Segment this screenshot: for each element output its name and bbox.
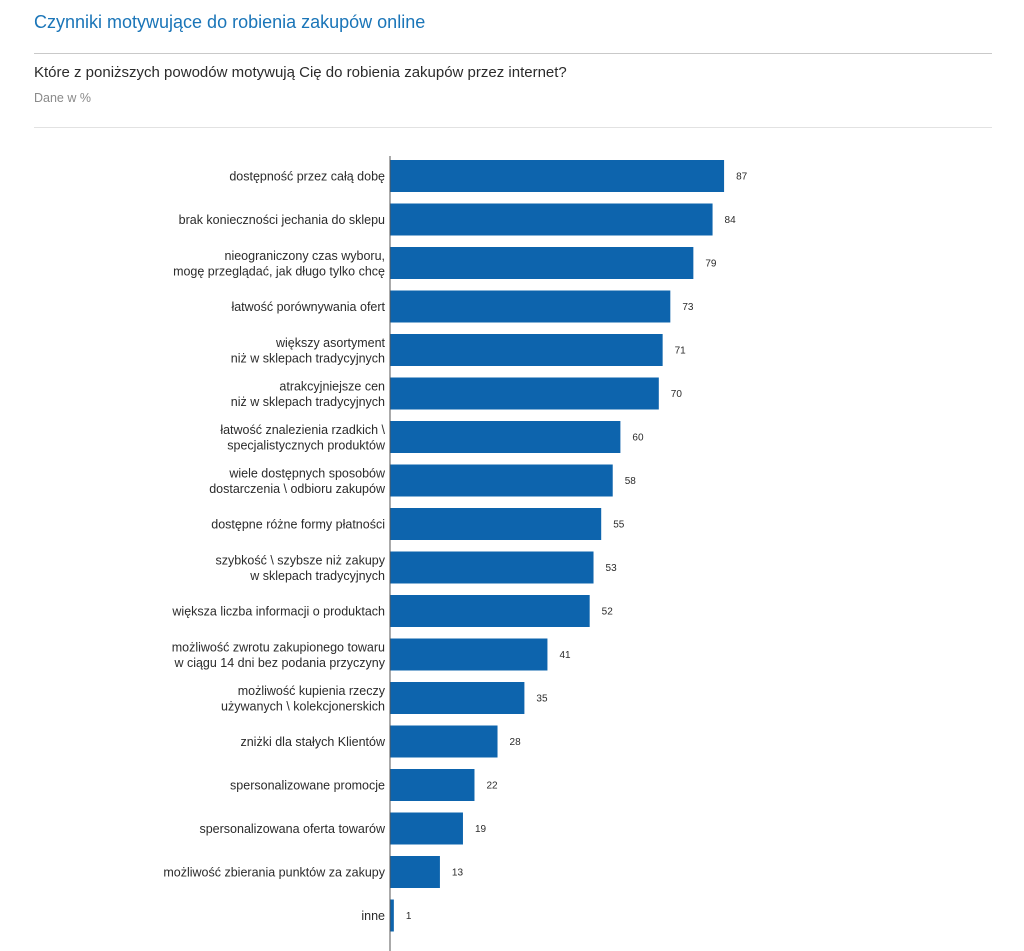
data-label: 87	[736, 172, 748, 183]
data-label: 35	[536, 694, 548, 705]
data-label: 60	[632, 433, 644, 444]
category-label: zniżki dla stałych Klientów	[240, 735, 385, 749]
data-label: 73	[682, 302, 694, 313]
data-label: 28	[510, 737, 522, 748]
bar	[390, 290, 671, 323]
bar	[390, 508, 602, 540]
bar	[390, 247, 694, 279]
category-label: atrakcyjniejsze cen niż w sklepach tradyc…	[231, 379, 385, 409]
bar	[390, 856, 440, 888]
category-label: brak konieczności jechania do sklepu	[179, 213, 385, 227]
bar	[390, 682, 525, 714]
category-label: możliwość zwrotu zakupionego towaru w cią…	[172, 640, 386, 670]
data-label: 19	[475, 824, 487, 835]
data-label: 41	[559, 650, 571, 661]
bar	[390, 421, 621, 453]
bar	[390, 160, 725, 192]
category-label: inne	[361, 909, 385, 923]
data-label: 53	[606, 563, 618, 574]
bar	[390, 334, 663, 366]
bar	[390, 812, 463, 845]
data-label: 55	[613, 520, 625, 531]
category-label: możliwość zbierania punktów za zakupy	[163, 866, 385, 880]
data-label: 70	[671, 389, 683, 400]
bar	[390, 725, 498, 758]
category-label: łatwość znalezienia rzadkich \ specjalist…	[220, 423, 386, 453]
category-label: dostępność przez całą dobę	[229, 170, 385, 184]
unit-note: Dane w %	[34, 91, 91, 105]
survey-question: Które z poniższych powodów motywują Cię …	[34, 64, 567, 81]
bar	[390, 551, 594, 584]
category-label: większa liczba informacji o produktach	[171, 605, 385, 619]
category-label: łatwość porównywania ofert	[231, 300, 385, 314]
data-label: 79	[705, 259, 717, 270]
page-title: Czynniki motywujące do robienia zakupów …	[34, 12, 426, 32]
bar	[390, 464, 613, 497]
bar	[390, 899, 394, 932]
data-label: 71	[675, 346, 687, 357]
category-label: nieograniczony czas wyboru, mogę przegląd…	[173, 249, 385, 279]
category-label: wiele dostępnych sposobów dostarczenia \ …	[209, 466, 386, 496]
bar	[390, 638, 548, 671]
category-label: spersonalizowana oferta towarów	[199, 822, 385, 836]
category-label: spersonalizowane promocje	[230, 779, 385, 793]
bar	[390, 203, 713, 236]
data-label: 1	[406, 911, 412, 922]
category-label: większy asortyment niż w sklepach tradycy…	[231, 336, 386, 366]
top-divider	[34, 53, 992, 54]
category-label: dostępne różne formy płatności	[211, 518, 385, 532]
bar	[390, 769, 475, 801]
bar	[390, 595, 590, 627]
data-label: 22	[486, 781, 498, 792]
category-label: możliwość kupienia rzeczy używanych \ kol…	[221, 684, 386, 714]
data-label: 13	[452, 868, 464, 879]
category-label: szybkość \ szybsze niż zakupy w sklepach …	[215, 553, 385, 583]
bar	[390, 377, 659, 410]
data-label: 84	[725, 215, 737, 226]
data-label: 58	[625, 476, 637, 487]
section-divider	[34, 127, 992, 128]
data-label: 52	[602, 607, 614, 618]
